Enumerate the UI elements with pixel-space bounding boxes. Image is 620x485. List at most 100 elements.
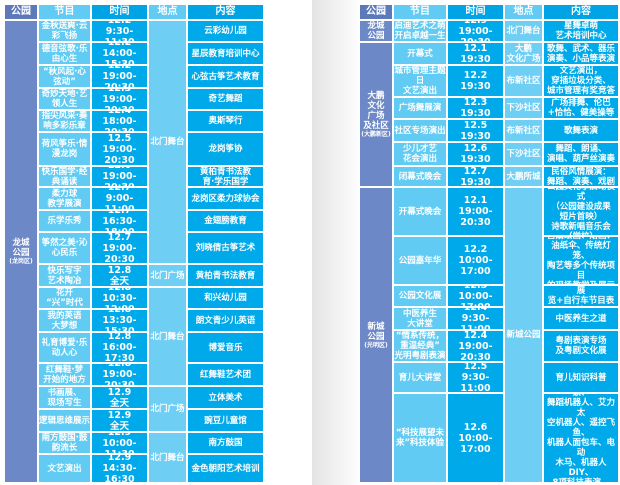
program-cell: 广场舞展演 xyxy=(393,97,447,119)
time-cell-text: 12.1 xyxy=(463,42,488,54)
location-cell-text: 大鹏 文化广场 xyxy=(506,43,541,64)
program-cell: 启迪艺术之萌 开启卓越一生 xyxy=(393,20,447,42)
time-cell: 12.3 19:30 xyxy=(447,97,504,119)
time-cell: 12.2 19:00-20:30 xyxy=(91,65,148,88)
location-cell: 北门广场 xyxy=(148,264,187,287)
time-range: 10:00-17:00 xyxy=(458,432,493,455)
content-cell-text: “翩翩骑舞”自行车展 览+自行车节目表演 xyxy=(547,286,615,306)
park-cell-text: 新城 公园 xyxy=(367,321,385,342)
time-cell: 12.9 14:30-16:30 xyxy=(91,454,148,483)
content-cell-text: 黄柏青书法教 育·学乐国学 xyxy=(199,166,251,187)
location-cell-text: 北门广场 xyxy=(150,404,185,414)
header-content-text: 内容 xyxy=(571,6,591,17)
time-cell-text: 12.1 xyxy=(463,195,488,206)
content-cell-text: 文艺演出， 穿插垃圾分类、 城市管理有奖竞答 xyxy=(546,66,615,96)
location-cell: 新城公园 xyxy=(504,187,543,483)
park-cell: 龙城 公园 (龙岗区) xyxy=(4,20,38,483)
time-range: 14:30-16:30 xyxy=(102,463,137,483)
content-cell-text: 中医养生之道 xyxy=(555,313,607,324)
time-range: 19:30 xyxy=(460,53,491,65)
program-cell: 乐学乐秀 xyxy=(38,210,91,232)
time-cell-text: 12.2 xyxy=(107,42,132,48)
content-cell: 龙岗区柔力球协会 xyxy=(187,187,264,210)
location-cell: 北门舞台 xyxy=(148,20,187,264)
time-range: 19:30 xyxy=(460,176,491,187)
header-location: 地点 xyxy=(504,4,543,20)
content-cell-text: 立体美术 xyxy=(208,392,243,403)
program-cell-text: 文艺演出 xyxy=(47,463,82,474)
content-cell: 星辰教育培训中心 xyxy=(187,42,264,65)
content-cell-text: 黄柏青书法教育 xyxy=(195,270,256,281)
header-location-text: 地点 xyxy=(513,6,534,17)
content-cell: 舞蹈、朗诵、 演唱、葫芦丝演奏 xyxy=(543,142,619,166)
location-cell: 布新社区 xyxy=(504,65,543,97)
header-program: 节目 xyxy=(38,4,91,20)
program-cell-text: 我的英语 大梦想 xyxy=(47,310,82,331)
program-cell-text: 启迪艺术之萌 开启卓越一生 xyxy=(394,21,446,41)
content-cell-text: 金色朝阳艺术培训 xyxy=(191,463,260,474)
program-cell: 南方鼓国·鼓 韵流长 xyxy=(38,432,91,454)
time-cell: 12.9 全天 xyxy=(91,409,148,432)
content-cell-text: 广场排舞、伦巴 +恰恰、健美操等 xyxy=(547,98,615,118)
program-cell-text: “科技展望未 来”科技体验 xyxy=(395,428,445,448)
park-cell: 新城 公园 (光明区) xyxy=(359,187,393,483)
program-cell: 社区专场演出 xyxy=(393,119,447,142)
content-cell-text: 民俗风情展演： 舞蹈、演奏、戏剧 xyxy=(546,166,615,187)
time-cell: 12.7 19:00-20:30 xyxy=(91,232,148,264)
content-cell: 粤剧表演专场 及粤剧文化展 xyxy=(543,330,619,362)
program-cell: 育儿大讲堂 xyxy=(393,362,447,393)
time-range: 10:00-17:00 xyxy=(458,255,493,277)
content-cell-text: 和兴幼儿园 xyxy=(204,293,247,303)
time-cell: 12.9 19:00-20:30 xyxy=(447,20,504,42)
time-cell-text: 12.4 xyxy=(463,330,488,341)
content-cell: 朗文青少儿英语 xyxy=(187,309,264,332)
time-range: 19:00-20:30 xyxy=(458,25,493,42)
program-cell: 少儿才艺 花会演出 xyxy=(393,142,447,166)
time-cell: 12.8 16:00-17:30 xyxy=(91,332,148,363)
program-cell-text: 育儿大讲堂 xyxy=(398,372,442,383)
time-cell-text: 12.7 xyxy=(463,166,488,177)
content-cell: 广场排舞、伦巴 +恰恰、健美操等 xyxy=(543,97,619,119)
program-cell-text: “情系传统， 重温经典” 光明粤剧表演 xyxy=(394,331,446,361)
location-cell: 北门舞台 xyxy=(148,287,187,386)
header-content: 内容 xyxy=(543,4,619,20)
program-cell-text: 礼育博爱·乐 动人心 xyxy=(41,337,88,358)
program-cell: “科技展望未 来”科技体验 xyxy=(393,393,447,483)
program-cell: 指尖风采·奏 响多彩乐章 xyxy=(38,110,91,132)
content-cell: 公园文化季启动仪式 （公园建设成果 短片首映） 诗歌新唱音乐会 （学校） xyxy=(543,187,619,236)
time-cell: 12.1 19:30 xyxy=(447,42,504,65)
time-range: 19:00-20:30 xyxy=(102,171,137,186)
time-cell-text: 12.8 xyxy=(107,332,132,342)
location-cell-text: 北门舞台 xyxy=(150,331,185,342)
content-cell-text: 奇艺舞蹈 xyxy=(208,94,243,104)
time-range: 16:30-18:00 xyxy=(102,215,137,232)
time-cell-text: 12.9 xyxy=(107,454,132,463)
program-cell: 金秋送爽·云 彩飞扬 xyxy=(38,20,91,42)
time-cell: 12.8 全天 xyxy=(91,264,148,287)
time-cell: 12.4 19:00-20:30 xyxy=(447,330,504,362)
time-cell-text: 12.7 xyxy=(107,187,132,193)
header-park-text: 公园 xyxy=(11,6,31,17)
content-cell: 红舞鞋艺术团 xyxy=(187,363,264,386)
location-cell: 下沙社区 xyxy=(504,142,543,166)
time-cell-text: 12.2 xyxy=(463,70,488,81)
time-range: 16:00-17:30 xyxy=(102,342,137,363)
content-cell-text: 龙岗区柔力球协会 xyxy=(191,193,260,204)
content-cell: 民俗风情展演： 舞蹈、演奏、戏剧 xyxy=(543,166,619,187)
time-cell: 12.7 16:30-18:00 xyxy=(91,210,148,232)
location-cell-text: 布新社区 xyxy=(506,125,541,136)
content-cell: 立体美术 xyxy=(187,386,264,409)
program-cell-text: 城市管理主题日 文艺演出 xyxy=(394,66,446,96)
park-cell-text: 龙城 公园 xyxy=(367,21,385,41)
content-cell: 歌舞、武术、器乐 演奏、小品等表演 xyxy=(543,42,619,65)
program-cell-text: 荷风筝乐·情 漫龙岗 xyxy=(41,139,88,159)
content-cell: 歌舞表演 xyxy=(543,119,619,142)
location-cell: 布新社区 xyxy=(504,119,543,142)
header-time-text: 时间 xyxy=(465,6,486,17)
program-cell-text: 快乐国学·经 典诵读 xyxy=(41,166,88,187)
time-cell: 12.5 19:30 xyxy=(447,119,504,142)
content-cell-text: 歌舞表演 xyxy=(563,125,598,136)
program-cell: 开幕式晚会 xyxy=(393,187,447,236)
content-cell: 龙岗筝协 xyxy=(187,132,264,166)
content-cell: “翩翩骑舞”自行车展 览+自行车节目表演 xyxy=(543,285,619,307)
